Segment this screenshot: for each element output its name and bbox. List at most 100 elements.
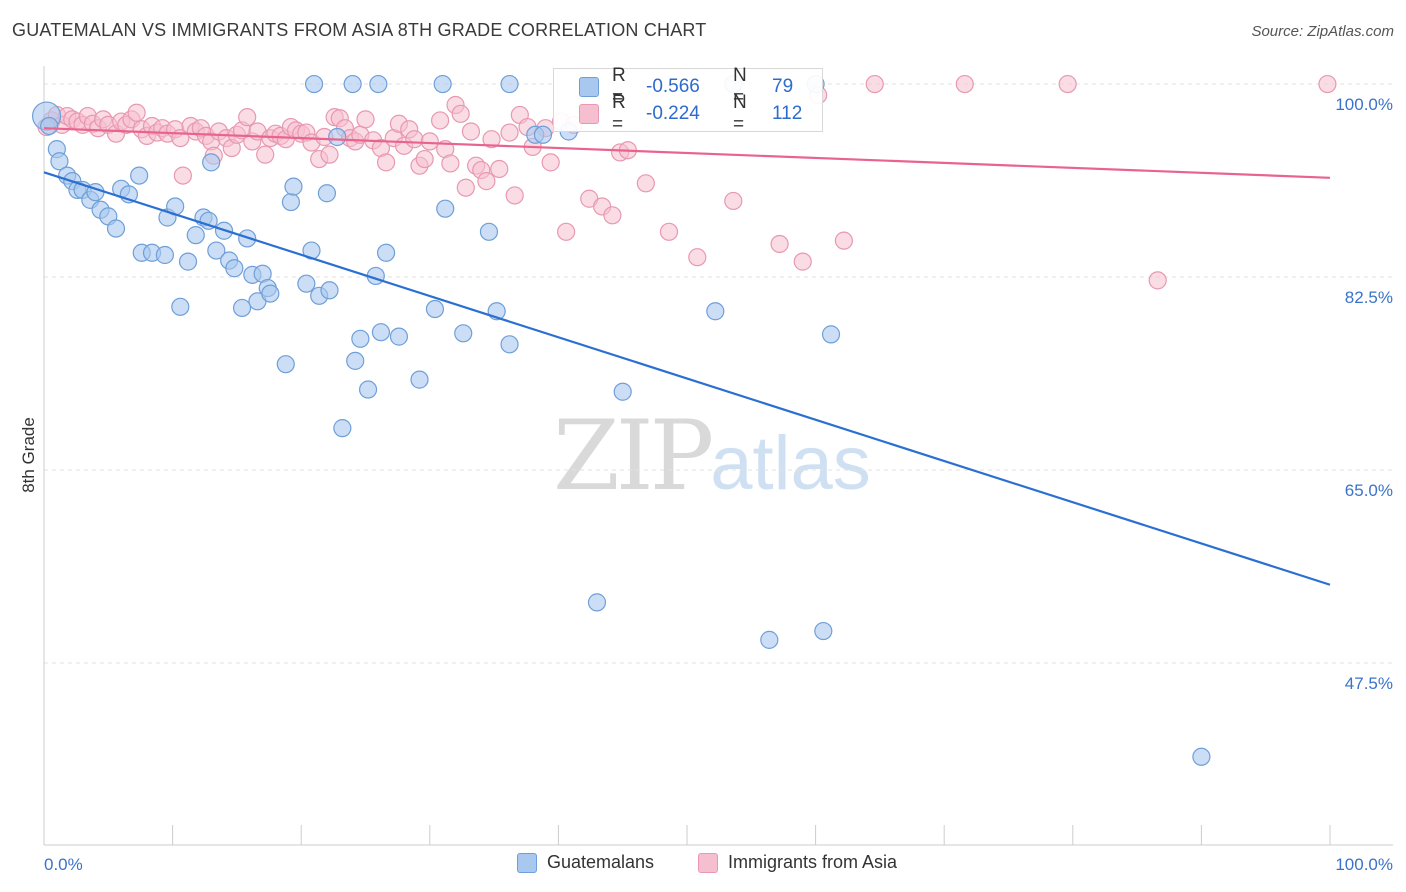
asia-point — [420, 132, 439, 151]
pink-swatch — [579, 104, 599, 124]
legend-label: Guatemalans — [547, 852, 655, 872]
n-value: 112 — [772, 103, 803, 124]
guatemalan-point — [821, 325, 841, 344]
guatemalan-point — [533, 125, 553, 144]
guatemalan-point — [389, 327, 409, 346]
legend-item-guatemalans[interactable]: Guatemalans — [517, 852, 654, 873]
guatemalans-points — [31, 74, 1211, 766]
n-label: N = — [733, 65, 747, 108]
asia-point — [441, 154, 460, 173]
asia-point — [955, 74, 974, 94]
asia-point — [451, 104, 470, 123]
source-note: Source: ZipAtlas.com — [1251, 23, 1394, 40]
guatemalan-point — [155, 245, 174, 265]
guatemalan-point — [297, 274, 316, 293]
guatemalan-point — [454, 324, 473, 343]
legend-swatch-pink — [698, 852, 718, 873]
axes — [43, 66, 1393, 846]
guatemalan-point — [587, 593, 607, 612]
n-value: 79 — [772, 76, 794, 97]
guatemalan-point — [328, 127, 347, 147]
asia-point — [456, 178, 475, 197]
guatemalan-point — [371, 323, 391, 342]
guatemalan-point — [225, 259, 244, 278]
asia-point — [834, 231, 853, 250]
axis-labels: 100.0% 82.5% 65.0% 47.5% 0.0% 100.0% 8th Grade — [19, 95, 1393, 874]
asia-point — [688, 248, 707, 267]
asia-point — [461, 122, 481, 141]
guatemalan-point — [433, 74, 452, 94]
y-axis-label: 8th Grade — [19, 417, 38, 493]
y-tick-label: 100.0% — [1335, 95, 1393, 114]
guatemalan-point — [706, 302, 725, 321]
r-label: R = — [612, 65, 626, 108]
asia-point — [490, 159, 509, 179]
chart-title: GUATEMALAN VS IMMIGRANTS FROM ASIA 8TH G… — [12, 20, 707, 40]
guatemalan-point — [358, 380, 378, 399]
guatemalan-point — [199, 211, 218, 230]
asia-point — [659, 222, 679, 241]
r-label: R = — [612, 92, 626, 135]
asia-point — [376, 153, 396, 172]
asia-point — [238, 108, 257, 127]
asia-point — [405, 130, 424, 149]
guatemalan-point — [276, 355, 295, 374]
asia-trend-line — [43, 127, 1331, 179]
asia-point — [724, 191, 743, 211]
guatemalan-point — [500, 335, 519, 354]
guatemalan-point — [351, 329, 370, 348]
guatemalan-point — [40, 116, 59, 136]
guatemalan-point — [317, 184, 337, 203]
guatemalan-point — [369, 74, 388, 94]
watermark: ZIPatlas — [553, 400, 871, 512]
x-tick-label-right: 100.0% — [1335, 855, 1393, 874]
asia-point — [1318, 74, 1337, 94]
guatemalan-point — [171, 297, 190, 316]
asia-point — [1058, 74, 1077, 94]
y-tick-label: 47.5% — [1345, 674, 1393, 693]
blue-swatch — [579, 77, 599, 97]
guatemalan-point — [479, 222, 499, 241]
correlation-stats-box: R = -0.566 N = 79 R = -0.224 N = 112 — [553, 65, 823, 135]
guatemalan-point — [186, 226, 205, 245]
legend-item-immigrants-from-asia[interactable]: Immigrants from Asia — [698, 852, 897, 873]
guatemalan-point — [202, 153, 221, 172]
guatemalan-point — [436, 199, 455, 218]
asia-point — [173, 166, 192, 185]
guatemalan-point — [613, 382, 632, 401]
asia-point — [557, 222, 576, 241]
asia-point — [505, 186, 524, 205]
asia-point — [865, 74, 884, 94]
y-tick-label: 65.0% — [1345, 481, 1393, 500]
guatemalan-trend-line — [43, 171, 1331, 586]
trend-lines — [43, 127, 1331, 586]
n-label: N = — [733, 92, 747, 135]
asia-point — [356, 110, 375, 129]
asia-point — [770, 234, 789, 254]
asia-point — [127, 103, 146, 122]
guatemalan-point — [500, 74, 519, 94]
asia-point — [541, 153, 560, 172]
guatemalan-point — [333, 419, 352, 438]
y-tick-label: 82.5% — [1345, 288, 1393, 307]
guatemalan-point — [814, 621, 833, 641]
asia-point — [793, 252, 812, 271]
guatemalan-point — [376, 243, 396, 262]
guatemalan-point — [232, 298, 252, 318]
guatemalan-point — [425, 299, 445, 319]
asia-point — [603, 206, 622, 225]
guatemalan-point — [106, 219, 126, 238]
watermark-zip: ZIP — [553, 400, 714, 512]
guatemalan-point — [1192, 747, 1211, 766]
guatemalan-point — [760, 630, 779, 649]
asia-point — [320, 145, 339, 164]
asia-point — [482, 130, 501, 149]
guatemalan-point — [343, 74, 362, 94]
gridlines — [44, 83, 1393, 664]
guatemalan-point — [284, 177, 303, 196]
asia-point — [256, 145, 275, 164]
guatemalan-point — [410, 370, 429, 389]
r-value: -0.566 — [646, 76, 700, 97]
asia-point — [415, 149, 434, 169]
r-value: -0.224 — [646, 103, 700, 124]
